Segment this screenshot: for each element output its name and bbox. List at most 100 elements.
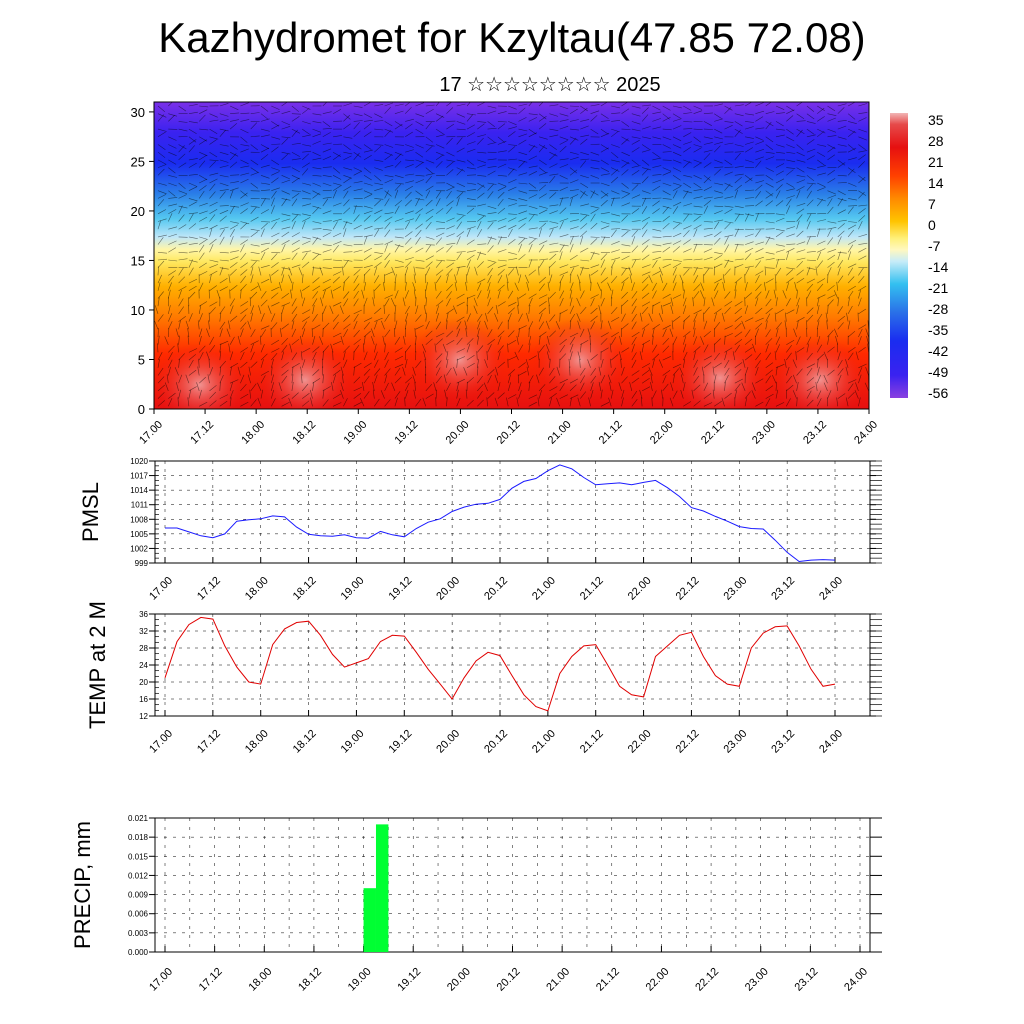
wind-barb	[404, 199, 412, 207]
wind-barb	[425, 176, 432, 184]
wind-barb	[157, 282, 161, 291]
wind-barb	[187, 335, 190, 345]
wind-barb	[168, 321, 173, 330]
wind-barb	[199, 271, 208, 276]
wind-barb	[587, 359, 591, 368]
wind-barb	[363, 297, 368, 307]
wind-barb	[827, 128, 837, 133]
y-tick-label: 30	[131, 105, 145, 120]
wind-barb	[847, 263, 857, 268]
wind-barb	[683, 358, 686, 368]
wind-barb	[487, 274, 492, 284]
wind-barb	[312, 285, 321, 292]
wind-barb	[466, 167, 476, 170]
wind-barb	[518, 139, 527, 145]
wind-barb	[786, 198, 792, 207]
wind-barb	[734, 331, 743, 338]
wind-barb	[250, 329, 256, 338]
wind-barb	[569, 119, 579, 122]
wind-barb	[734, 389, 738, 399]
wind-barb	[745, 197, 755, 199]
wind-barb	[240, 178, 249, 184]
wind-barb	[384, 190, 389, 199]
wind-barb	[343, 345, 350, 353]
wind-barb	[817, 116, 825, 122]
wind-barb	[343, 177, 352, 184]
wind-barb	[487, 105, 497, 109]
wind-barb	[188, 297, 190, 307]
wind-barb	[724, 307, 731, 315]
wind-barb	[755, 110, 765, 114]
wind-barb	[198, 252, 205, 261]
wind-barb	[219, 215, 227, 222]
wind-barb	[755, 328, 759, 338]
wind-barb	[508, 238, 516, 245]
wind-barb	[188, 291, 196, 299]
wind-barb	[188, 158, 198, 161]
wind-barb	[703, 221, 713, 223]
wind-barb	[384, 374, 388, 384]
wind-barb	[806, 266, 811, 276]
wind-barb	[621, 366, 625, 376]
wind-barb	[271, 205, 275, 214]
wind-barb	[611, 105, 621, 109]
wind-barb	[394, 244, 400, 253]
wind-barb	[569, 274, 572, 284]
wind-barb	[631, 282, 635, 291]
wind-barb	[611, 316, 620, 322]
wind-barb	[662, 136, 672, 141]
wind-barb	[755, 241, 765, 245]
wind-barb	[858, 242, 868, 245]
wind-barb	[745, 113, 755, 116]
wind-barb	[868, 151, 869, 153]
wind-barb	[281, 302, 291, 307]
wind-barb	[157, 190, 167, 195]
wind-barb	[714, 166, 724, 168]
wind-barb	[734, 151, 744, 153]
wind-barb	[188, 359, 194, 368]
wind-barb	[837, 223, 845, 230]
wind-barb	[569, 336, 576, 345]
wind-barb	[300, 335, 303, 345]
wind-barb	[456, 316, 465, 322]
y-tick-label: 20	[139, 678, 148, 687]
wind-barb	[703, 121, 712, 126]
wind-barb	[693, 267, 703, 269]
wind-barb	[597, 282, 602, 291]
wind-barb	[415, 151, 424, 158]
wind-barb	[363, 205, 373, 209]
wind-barb	[858, 367, 863, 376]
wind-barb	[174, 367, 179, 376]
wind-barb	[652, 335, 654, 345]
plot-frame	[154, 817, 871, 953]
wind-barb	[745, 136, 754, 139]
wind-barb	[621, 376, 628, 384]
wind-barb	[374, 359, 379, 368]
wind-barb	[806, 314, 814, 322]
wind-barb	[774, 312, 777, 322]
wind-barb	[538, 266, 540, 276]
wind-barb	[199, 236, 208, 240]
wind-barb	[415, 297, 417, 307]
wind-barb	[652, 256, 661, 261]
wind-barb	[240, 269, 248, 276]
wind-barb	[734, 368, 742, 376]
wind-barb	[384, 260, 390, 268]
wind-barb	[672, 315, 681, 322]
wind-barb	[672, 125, 682, 130]
wind-barb	[683, 182, 692, 189]
wind-barb	[556, 366, 560, 376]
wind-barb	[237, 335, 241, 345]
wind-barb	[621, 230, 629, 238]
wind-barb	[816, 260, 824, 268]
wind-barb	[714, 196, 724, 199]
wind-barb	[281, 243, 286, 253]
wind-barb	[745, 159, 754, 163]
y-tick-label: 24	[139, 661, 148, 670]
wind-barb	[312, 192, 320, 199]
wind-barb	[384, 179, 394, 184]
wind-barb	[744, 354, 753, 361]
wind-barb	[508, 394, 517, 399]
wind-barb	[700, 290, 705, 299]
wind-barb	[683, 343, 687, 353]
